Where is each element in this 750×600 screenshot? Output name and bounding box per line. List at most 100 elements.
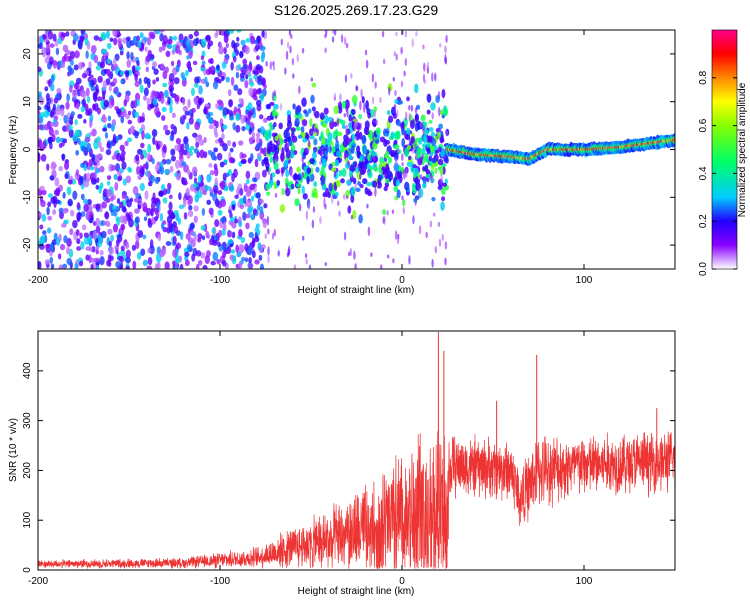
heatmap-cell [66,237,72,248]
heatmap-cell [188,204,193,211]
heatmap-cell [47,136,53,144]
heatmap-cell [425,169,431,176]
heatmap-cell [350,214,354,220]
heatmap-cell [332,30,335,35]
heatmap-cell [280,38,284,46]
heatmap-cell [101,201,107,209]
heatmap-cell [39,36,44,45]
heatmap-cell [408,112,411,123]
heatmap-cell [285,183,288,193]
heatmap-cell [254,158,259,168]
heatmap-cell [277,250,280,257]
heatmap-cell [401,153,404,161]
heatmap-cell [73,64,79,71]
heatmap-cell [160,95,165,104]
heatmap-cell [177,217,182,226]
heatmap-cell [133,197,140,203]
heatmap-cell [151,129,158,138]
heatmap-cell [307,201,310,211]
heatmap-cell [362,178,368,185]
heatmap-cell [351,94,358,104]
heatmap-cell [68,128,74,138]
heatmap-cell [269,124,274,131]
heatmap-cell [374,81,377,89]
heatmap-cell [59,243,66,251]
heatmap-cell [46,163,50,171]
heatmap-cell [288,30,292,36]
heatmap-cell [301,171,305,178]
heatmap-cell [95,265,100,269]
heatmap-cell [304,253,308,259]
heatmap-cell [165,158,172,165]
heatmap-cell [298,203,302,212]
heatmap-cell [193,177,198,185]
heatmap-cell [254,259,260,265]
heatmap-cell [221,61,227,69]
heatmap-cell [401,195,404,201]
heatmap-cell [85,254,90,261]
heatmap-cell [274,135,279,142]
heatmap-cell [340,119,346,126]
heatmap-cell [140,153,144,160]
heatmap-cell [79,176,84,186]
heatmap-cell [45,243,51,249]
heatmap-cell [225,76,230,83]
heatmap-cell [175,64,180,73]
heatmap-cell [238,243,245,254]
heatmap-cell [122,205,127,213]
heatmap-cell [286,142,290,149]
heatmap-cell [205,230,210,239]
heatmap-cell [125,113,131,120]
heatmap-cell [147,256,153,266]
heatmap-cell [324,150,328,158]
heatmap-cell [274,145,280,155]
heatmap-cell [57,253,62,260]
heatmap-cell [147,180,153,187]
heatmap-cell [210,260,216,266]
heatmap-cell [89,165,95,171]
heatmap-cell [313,181,318,187]
heatmap-cell [131,244,137,251]
heatmap-cell [125,249,131,259]
heatmap-cell [273,122,277,128]
heatmap-cell [83,180,90,188]
heatmap-cell [404,111,408,121]
heatmap-cell [353,250,356,260]
heatmap-cell [186,243,193,252]
heatmap-cell [104,211,110,220]
heatmap-cell [137,204,141,210]
heatmap-cell [49,242,54,252]
heatmap-cell [76,246,82,251]
heatmap-cell [420,114,426,122]
heatmap-cell [107,254,112,263]
heatmap-cell [139,84,144,94]
heatmap-cell [428,155,432,162]
heatmap-cell [123,99,128,107]
heatmap-cell [354,262,357,269]
heatmap-cell [102,115,107,123]
heatmap-cell [327,116,333,123]
heatmap-cell [64,161,70,171]
heatmap-cell [378,169,383,174]
heatmap-cell [107,115,112,122]
heatmap-cell [106,142,111,149]
heatmap-cell [233,84,239,91]
spectrogram-xlabel: Height of straight line (km) [298,285,415,296]
heatmap-cell [249,183,255,191]
heatmap-cell [394,230,398,241]
heatmap-cell [434,72,437,82]
heatmap-cell [263,156,269,165]
heatmap-cell [175,242,182,250]
heatmap-cell [112,30,118,38]
heatmap-cell [267,228,270,235]
heatmap-cell [77,137,81,145]
heatmap-cell [38,139,43,149]
heatmap-cell [209,187,213,193]
heatmap-cell [367,226,371,237]
heatmap-cell [425,173,431,179]
heatmap-cell [239,50,244,59]
heatmap-cell [209,170,215,176]
heatmap-cell [117,38,122,48]
heatmap-cell [227,230,233,238]
heatmap-cell [189,230,195,237]
